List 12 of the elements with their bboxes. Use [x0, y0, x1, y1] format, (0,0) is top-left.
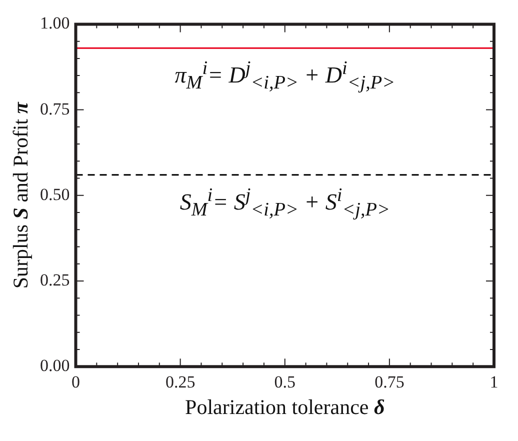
y-tick-label: 1.00: [40, 14, 70, 33]
x-tick-label: 0: [72, 372, 80, 392]
y-tick-label: 0.75: [40, 99, 70, 118]
x-tick-label: 0.5: [274, 372, 296, 392]
y-axis-title: Surplus S and Profit π: [8, 102, 33, 289]
y-tick-label: 0.50: [40, 184, 70, 204]
x-axis-title: Polarization tolerance δ: [185, 395, 385, 420]
x-tick-label: 0.25: [165, 372, 196, 392]
x-tick-label: 0.75: [374, 372, 404, 392]
y-tick-label: 0.25: [40, 270, 70, 290]
x-tick-label: 1: [490, 372, 498, 392]
y-tick-label: 0.00: [40, 356, 70, 376]
